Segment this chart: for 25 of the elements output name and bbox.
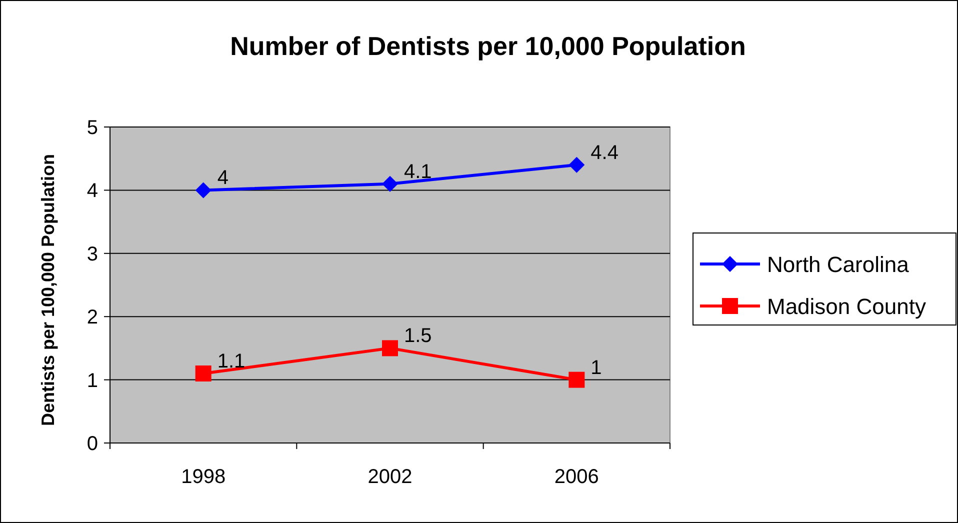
point <box>195 182 212 198</box>
point <box>382 340 398 356</box>
legend-label: North Carolina <box>767 252 910 277</box>
point <box>568 372 585 388</box>
data-label: 1.5 <box>404 325 432 348</box>
chart-title: Number of Dentists per 10,000 Population <box>230 31 746 61</box>
data-label: 1 <box>590 356 602 379</box>
data-label: 1.1 <box>217 350 246 372</box>
y-tick-label: 1 <box>86 370 98 392</box>
y-tick-label: 3 <box>86 243 98 266</box>
legend-label: Madison County <box>767 294 926 319</box>
x-tick-label: 2006 <box>554 466 599 488</box>
data-label: 4.4 <box>590 142 618 164</box>
x-tick-label: 2002 <box>368 466 412 488</box>
y-axis-title: Dentists per 100,000 Population <box>38 154 58 426</box>
y-tick-label: 2 <box>86 306 98 329</box>
data-label: 4.1 <box>404 160 432 183</box>
point <box>568 156 585 173</box>
point <box>195 365 212 382</box>
x-tick-label: 1998 <box>181 466 226 488</box>
y-tick-label: 4 <box>86 180 98 202</box>
point <box>382 176 398 192</box>
y-tick-label: 0 <box>86 433 98 455</box>
data-label: 4 <box>217 167 228 190</box>
y-tick-label: 5 <box>86 117 98 139</box>
